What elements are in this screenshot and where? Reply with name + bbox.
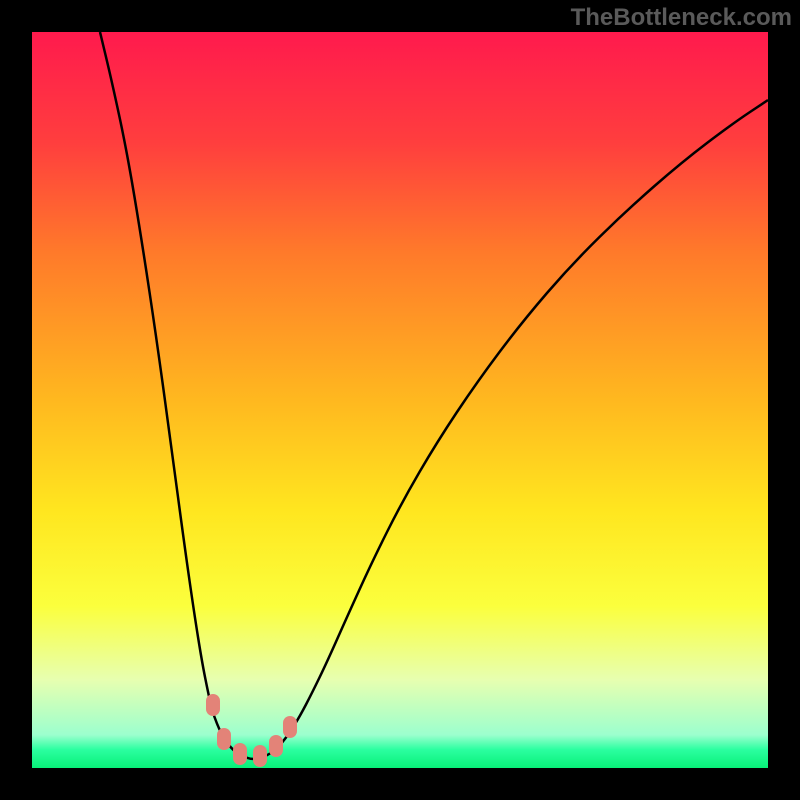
curve-marker <box>253 745 267 767</box>
curve-marker <box>217 728 231 750</box>
chart-curve-layer <box>32 32 768 768</box>
watermark-text: TheBottleneck.com <box>571 4 792 32</box>
bottleneck-curve <box>100 32 768 759</box>
curve-markers <box>206 694 297 767</box>
curve-marker <box>206 694 220 716</box>
curve-marker <box>283 716 297 738</box>
plot-area <box>32 32 768 768</box>
curve-marker <box>233 743 247 765</box>
curve-marker <box>269 735 283 757</box>
